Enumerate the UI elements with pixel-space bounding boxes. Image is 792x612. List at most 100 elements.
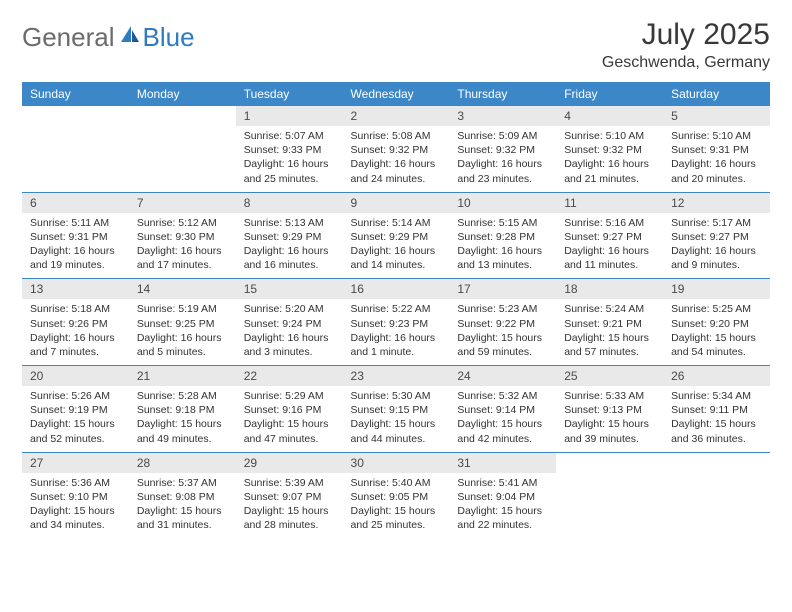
empty-cell <box>663 452 770 538</box>
week-row: 27Sunrise: 5:36 AMSunset: 9:10 PMDayligh… <box>22 452 770 538</box>
sunrise-line: Sunrise: 5:34 AM <box>671 389 762 403</box>
daylight-line: Daylight: 15 hours and 31 minutes. <box>137 504 228 532</box>
logo-sail-icon <box>119 24 141 51</box>
day-cell: 13Sunrise: 5:18 AMSunset: 9:26 PMDayligh… <box>22 279 129 366</box>
day-number: 9 <box>343 193 450 213</box>
sunrise-line: Sunrise: 5:19 AM <box>137 302 228 316</box>
weekday-header: Sunday <box>22 82 129 106</box>
day-number: 7 <box>129 193 236 213</box>
daylight-line: Daylight: 15 hours and 39 minutes. <box>564 417 655 445</box>
weekday-header: Tuesday <box>236 82 343 106</box>
sunset-line: Sunset: 9:08 PM <box>137 490 228 504</box>
day-details: Sunrise: 5:40 AMSunset: 9:05 PMDaylight:… <box>343 473 450 539</box>
day-cell: 20Sunrise: 5:26 AMSunset: 9:19 PMDayligh… <box>22 366 129 453</box>
day-number: 24 <box>449 366 556 386</box>
daylight-line: Daylight: 16 hours and 3 minutes. <box>244 331 335 359</box>
day-number: 16 <box>343 279 450 299</box>
day-number: 8 <box>236 193 343 213</box>
sunrise-line: Sunrise: 5:10 AM <box>564 129 655 143</box>
sunrise-line: Sunrise: 5:25 AM <box>671 302 762 316</box>
day-cell: 15Sunrise: 5:20 AMSunset: 9:24 PMDayligh… <box>236 279 343 366</box>
day-details: Sunrise: 5:11 AMSunset: 9:31 PMDaylight:… <box>22 213 129 279</box>
daylight-line: Daylight: 15 hours and 57 minutes. <box>564 331 655 359</box>
sunrise-line: Sunrise: 5:15 AM <box>457 216 548 230</box>
title-block: July 2025 Geschwenda, Germany <box>602 18 770 72</box>
day-cell: 14Sunrise: 5:19 AMSunset: 9:25 PMDayligh… <box>129 279 236 366</box>
day-number: 31 <box>449 453 556 473</box>
day-number: 26 <box>663 366 770 386</box>
day-details: Sunrise: 5:18 AMSunset: 9:26 PMDaylight:… <box>22 299 129 365</box>
day-number: 3 <box>449 106 556 126</box>
sunset-line: Sunset: 9:19 PM <box>30 403 121 417</box>
day-cell: 6Sunrise: 5:11 AMSunset: 9:31 PMDaylight… <box>22 192 129 279</box>
day-details: Sunrise: 5:34 AMSunset: 9:11 PMDaylight:… <box>663 386 770 452</box>
day-number: 19 <box>663 279 770 299</box>
sunset-line: Sunset: 9:05 PM <box>351 490 442 504</box>
day-number: 14 <box>129 279 236 299</box>
day-cell: 17Sunrise: 5:23 AMSunset: 9:22 PMDayligh… <box>449 279 556 366</box>
daylight-line: Daylight: 16 hours and 9 minutes. <box>671 244 762 272</box>
daylight-line: Daylight: 16 hours and 13 minutes. <box>457 244 548 272</box>
sunrise-line: Sunrise: 5:37 AM <box>137 476 228 490</box>
empty-cell <box>556 452 663 538</box>
daylight-line: Daylight: 16 hours and 25 minutes. <box>244 157 335 185</box>
daylight-line: Daylight: 16 hours and 1 minute. <box>351 331 442 359</box>
day-details: Sunrise: 5:08 AMSunset: 9:32 PMDaylight:… <box>343 126 450 192</box>
day-details: Sunrise: 5:29 AMSunset: 9:16 PMDaylight:… <box>236 386 343 452</box>
day-cell: 27Sunrise: 5:36 AMSunset: 9:10 PMDayligh… <box>22 452 129 538</box>
day-cell: 7Sunrise: 5:12 AMSunset: 9:30 PMDaylight… <box>129 192 236 279</box>
sunset-line: Sunset: 9:28 PM <box>457 230 548 244</box>
day-number: 12 <box>663 193 770 213</box>
day-details: Sunrise: 5:24 AMSunset: 9:21 PMDaylight:… <box>556 299 663 365</box>
sunrise-line: Sunrise: 5:10 AM <box>671 129 762 143</box>
month-title: July 2025 <box>602 18 770 52</box>
sunset-line: Sunset: 9:22 PM <box>457 317 548 331</box>
day-details: Sunrise: 5:07 AMSunset: 9:33 PMDaylight:… <box>236 126 343 192</box>
week-row: 6Sunrise: 5:11 AMSunset: 9:31 PMDaylight… <box>22 192 770 279</box>
day-number: 23 <box>343 366 450 386</box>
day-cell: 18Sunrise: 5:24 AMSunset: 9:21 PMDayligh… <box>556 279 663 366</box>
sunset-line: Sunset: 9:04 PM <box>457 490 548 504</box>
daylight-line: Daylight: 15 hours and 47 minutes. <box>244 417 335 445</box>
sunset-line: Sunset: 9:31 PM <box>671 143 762 157</box>
sunset-line: Sunset: 9:30 PM <box>137 230 228 244</box>
sunset-line: Sunset: 9:11 PM <box>671 403 762 417</box>
day-details: Sunrise: 5:39 AMSunset: 9:07 PMDaylight:… <box>236 473 343 539</box>
day-details: Sunrise: 5:14 AMSunset: 9:29 PMDaylight:… <box>343 213 450 279</box>
day-cell: 2Sunrise: 5:08 AMSunset: 9:32 PMDaylight… <box>343 106 450 192</box>
header: General Blue July 2025 Geschwenda, Germa… <box>22 18 770 72</box>
sunset-line: Sunset: 9:10 PM <box>30 490 121 504</box>
day-details: Sunrise: 5:09 AMSunset: 9:32 PMDaylight:… <box>449 126 556 192</box>
daylight-line: Daylight: 16 hours and 19 minutes. <box>30 244 121 272</box>
day-number: 28 <box>129 453 236 473</box>
sunset-line: Sunset: 9:21 PM <box>564 317 655 331</box>
day-cell: 31 Sunrise: 5:41 AMSunset: 9:04 PMDayligh… <box>449 452 556 538</box>
sunrise-line: Sunrise: 5:36 AM <box>30 476 121 490</box>
empty-cell <box>22 106 129 192</box>
day-cell: 26Sunrise: 5:34 AMSunset: 9:11 PMDayligh… <box>663 366 770 453</box>
sunset-line: Sunset: 9:25 PM <box>137 317 228 331</box>
daylight-line: Daylight: 16 hours and 24 minutes. <box>351 157 442 185</box>
day-cell: 29Sunrise: 5:39 AMSunset: 9:07 PMDayligh… <box>236 452 343 538</box>
day-details: Sunrise: 5:32 AMSunset: 9:14 PMDaylight:… <box>449 386 556 452</box>
daylight-line: Daylight: 15 hours and 49 minutes. <box>137 417 228 445</box>
day-details: Sunrise: 5:20 AMSunset: 9:24 PMDaylight:… <box>236 299 343 365</box>
weekday-header: Saturday <box>663 82 770 106</box>
day-number: 30 <box>343 453 450 473</box>
weekday-header-row: Sunday Monday Tuesday Wednesday Thursday… <box>22 82 770 106</box>
week-row: 13Sunrise: 5:18 AMSunset: 9:26 PMDayligh… <box>22 279 770 366</box>
sunset-line: Sunset: 9:26 PM <box>30 317 121 331</box>
sunrise-line: Sunrise: 5:41 AM <box>457 476 548 490</box>
weekday-header: Thursday <box>449 82 556 106</box>
sunset-line: Sunset: 9:20 PM <box>671 317 762 331</box>
sunset-line: Sunset: 9:18 PM <box>137 403 228 417</box>
day-details: Sunrise: 5:37 AMSunset: 9:08 PMDaylight:… <box>129 473 236 539</box>
daylight-line: Daylight: 15 hours and 22 minutes. <box>457 504 548 532</box>
day-number: 13 <box>22 279 129 299</box>
sunrise-line: Sunrise: 5:24 AM <box>564 302 655 316</box>
day-details: Sunrise: 5:17 AMSunset: 9:27 PMDaylight:… <box>663 213 770 279</box>
location: Geschwenda, Germany <box>602 54 770 72</box>
day-cell: 5Sunrise: 5:10 AMSunset: 9:31 PMDaylight… <box>663 106 770 192</box>
day-details: Sunrise: 5:22 AMSunset: 9:23 PMDaylight:… <box>343 299 450 365</box>
day-cell: 8Sunrise: 5:13 AMSunset: 9:29 PMDaylight… <box>236 192 343 279</box>
